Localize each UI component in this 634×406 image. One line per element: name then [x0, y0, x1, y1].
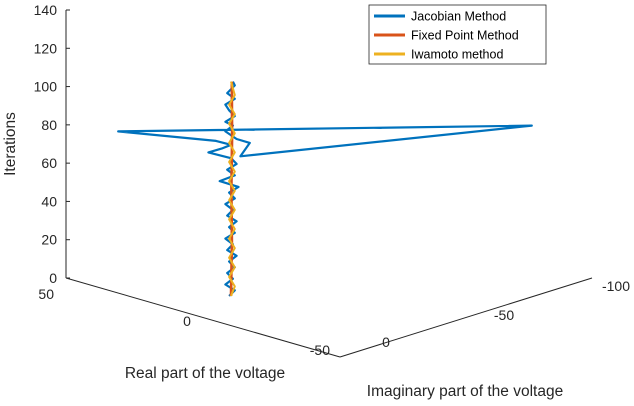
iterations-tick-label: 20 — [41, 232, 57, 248]
real-axis-line — [66, 278, 340, 357]
imaginary-tick-label: 0 — [382, 334, 390, 350]
imaginary-axis-label: Imaginary part of the voltage — [367, 383, 563, 400]
real-ticks: 50 0 -50 — [38, 286, 330, 358]
iterations-tick-label: 140 — [34, 2, 58, 18]
legend-label-iwamoto: Iwamoto method — [411, 48, 503, 62]
imaginary-tick-label: -100 — [602, 278, 630, 294]
imaginary-tick-label: -50 — [494, 307, 514, 323]
imaginary-ticks: 0 -50 -100 — [382, 278, 630, 350]
iterations-axis-label: Iterations — [2, 112, 19, 176]
iterations-tick-label: 80 — [41, 117, 57, 133]
iterations-tick-label: 100 — [34, 79, 58, 95]
legend-label-fixed-point: Fixed Point Method — [411, 29, 519, 43]
series-line-jacobian — [118, 82, 532, 296]
legend-label-jacobian: Jacobian Method — [411, 10, 506, 24]
imaginary-axis-line — [340, 278, 592, 357]
real-tick-label: -50 — [310, 342, 330, 358]
iterations-tick-label: 120 — [34, 40, 58, 56]
real-tick-label: 50 — [38, 286, 54, 302]
real-tick-label: 0 — [183, 313, 191, 329]
legend: Jacobian Method Fixed Point Method Iwamo… — [369, 5, 546, 64]
iterations-tick-label: 0 — [49, 270, 57, 286]
iterations-ticks: 0 20 40 60 80 100 120 140 — [34, 2, 70, 286]
iterations-tick-label: 40 — [41, 193, 57, 209]
real-axis-label: Real part of the voltage — [125, 365, 285, 382]
iterations-tick-label: 60 — [41, 155, 57, 171]
series-layer — [118, 82, 532, 296]
